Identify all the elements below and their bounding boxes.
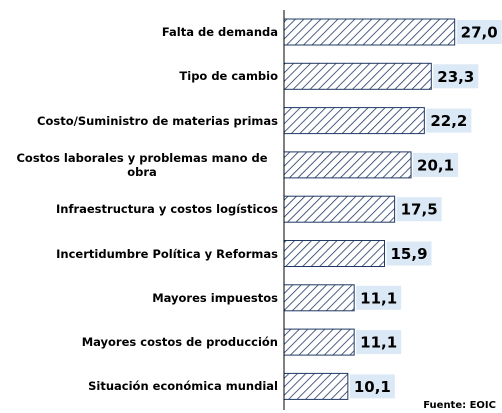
- category-label: Falta de demanda: [161, 25, 278, 39]
- value-label: 15,9: [391, 245, 428, 263]
- bar: [283, 372, 349, 400]
- category-label: Mayores impuestos: [152, 290, 278, 305]
- value-label: 20,1: [417, 156, 454, 174]
- value-label-bg: [456, 20, 502, 44]
- value-label-bg: [349, 374, 395, 399]
- category-label: Infraestructura y costos logísticos: [55, 202, 278, 217]
- bar: [283, 328, 355, 356]
- bar: [283, 107, 425, 135]
- category-label: Mayores costos de producción: [81, 335, 278, 350]
- category-label: Costo/Suministro de materias primas: [37, 113, 278, 128]
- value-label: 22,2: [430, 112, 467, 130]
- value-label: 10,1: [354, 378, 391, 396]
- value-label: 11,1: [360, 334, 397, 352]
- value-label: 27,0: [461, 24, 498, 42]
- bar: [283, 240, 386, 267]
- category-label: Tipo de cambio: [179, 69, 278, 84]
- category-label: Costos laborales y problemas mano de obr…: [16, 150, 268, 179]
- value-label-bg: [433, 64, 479, 89]
- value-label: 23,3: [437, 68, 474, 86]
- bar: [283, 151, 412, 179]
- value-label-bg: [356, 330, 402, 355]
- bar: [283, 62, 432, 90]
- source: Fuente: EOIC: [423, 400, 496, 411]
- bar: [283, 18, 456, 46]
- bar: [283, 284, 355, 312]
- value-label-bg: [356, 285, 402, 310]
- category-label: Situación económica mundial: [88, 379, 278, 394]
- value-label-bg: [426, 108, 472, 133]
- value-label-bg: [396, 197, 442, 222]
- value-label-bg: [386, 241, 432, 266]
- bar: [283, 195, 396, 223]
- category-label: Incertidumbre Política y Reformas: [56, 246, 278, 261]
- value-label: 17,5: [401, 201, 438, 219]
- value-label-bg: [413, 152, 459, 177]
- value-label: 11,1: [360, 289, 397, 307]
